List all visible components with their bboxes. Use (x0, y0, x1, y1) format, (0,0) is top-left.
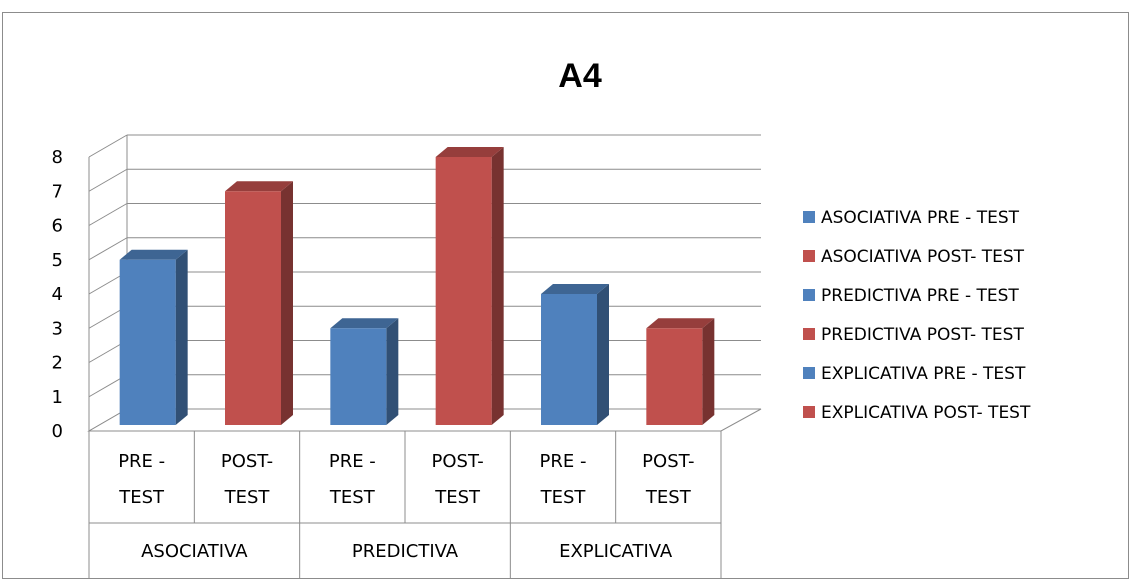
y-axis: 0 1 2 3 4 5 6 7 8 (52, 147, 63, 442)
legend-item: EXPLICATIVA POST- TEST (803, 403, 1031, 423)
legend-item: PREDICTIVA PRE - TEST (803, 286, 1019, 306)
x-tick-label-line2: TEST (329, 487, 376, 508)
x-tick-label-line2: TEST (645, 487, 692, 508)
bar-1 (119, 249, 188, 425)
x-tick-label-line1: PRE - (540, 451, 587, 472)
legend-label: EXPLICATIVA PRE - TEST (821, 364, 1026, 384)
x-tick-label-line2: TEST (540, 487, 587, 508)
x-group-label: EXPLICATIVA (559, 541, 673, 562)
bar-top (119, 249, 188, 260)
legend-label: PREDICTIVA PRE - TEST (821, 286, 1019, 306)
bar-side (597, 284, 609, 425)
chart-canvas: A4 0 1 2 3 4 5 6 7 8 PRE - TEST POST- TEST PRE - TEST… (52, 57, 1031, 579)
x-tick-label-line1: PRE - (118, 451, 165, 472)
bar-front (225, 191, 281, 425)
legend-swatch (803, 328, 815, 340)
x-tick-label-line2: TEST (118, 487, 165, 508)
bar-6 (646, 318, 715, 425)
x-tick-label-line1: POST- (642, 451, 694, 472)
bar-4 (435, 147, 504, 425)
bar-top (541, 284, 609, 294)
bar-front (119, 259, 176, 425)
y-tick-label: 1 (52, 387, 63, 408)
bar-side (386, 318, 399, 425)
bar-2 (225, 181, 293, 425)
y-tick-label: 2 (52, 353, 63, 374)
legend-label: EXPLICATIVA POST- TEST (821, 403, 1031, 423)
legend-label: PREDICTIVA POST- TEST (821, 325, 1024, 345)
bar-side (702, 318, 715, 425)
legend-item: EXPLICATIVA PRE - TEST (803, 364, 1026, 384)
gridline-side (88, 168, 128, 192)
gridline-side (88, 237, 128, 261)
legend-swatch (803, 250, 815, 262)
bar-front (330, 328, 387, 425)
y-tick-label: 6 (52, 216, 63, 237)
legend-label: ASOCIATIVA POST- TEST (821, 247, 1025, 267)
bar-side (281, 181, 293, 425)
x-tick-label-line1: PRE - (329, 451, 376, 472)
y-tick-label: 5 (52, 250, 63, 271)
y-tick-label: 7 (52, 181, 63, 202)
bar-front (541, 294, 597, 425)
y-tick-label: 4 (52, 284, 63, 305)
legend-label: ASOCIATIVA PRE - TEST (821, 208, 1020, 228)
legend-swatch (803, 367, 815, 379)
bar-3 (330, 318, 399, 425)
legend-swatch (803, 289, 815, 301)
y-tick-label: 3 (52, 318, 63, 339)
bar-top (225, 181, 293, 192)
x-tick-label-line2: TEST (434, 487, 481, 508)
y-tick-label: 8 (52, 147, 63, 168)
x-axis: PRE - TEST POST- TEST PRE - TEST POST- TEST PRE … (88, 431, 722, 579)
legend-item: ASOCIATIVA PRE - TEST (803, 208, 1020, 228)
x-tick-label-line2: TEST (224, 487, 271, 508)
bar-5 (541, 284, 609, 425)
chart-frame: A4 0 1 2 3 4 5 6 7 8 PRE - TEST POST- TEST PRE - TEST… (2, 12, 1129, 579)
chart-title: A4 (558, 57, 602, 95)
x-tick-label-line1: POST- (221, 451, 273, 472)
x-group-label: PREDICTIVA (352, 541, 459, 562)
bar-top (330, 318, 399, 329)
bar-side (175, 249, 188, 425)
legend-item: ASOCIATIVA POST- TEST (803, 247, 1025, 267)
gridline-side (88, 203, 128, 226)
bar-front (646, 328, 703, 425)
x-tick-label-line1: POST- (432, 451, 484, 472)
x-group-label: ASOCIATIVA (141, 541, 248, 562)
bar-side (491, 147, 504, 425)
bar-top (435, 147, 504, 157)
legend-item: PREDICTIVA POST- TEST (803, 325, 1024, 345)
y-tick-label: 0 (52, 421, 63, 442)
gridline-side (88, 134, 128, 158)
legend-swatch (803, 211, 815, 223)
chart-legend: ASOCIATIVA PRE - TEST ASOCIATIVA POST- TE… (803, 208, 1031, 423)
bar-front (435, 157, 492, 425)
chart-bars (119, 147, 715, 425)
legend-swatch (803, 406, 815, 418)
bar-top (646, 318, 715, 329)
